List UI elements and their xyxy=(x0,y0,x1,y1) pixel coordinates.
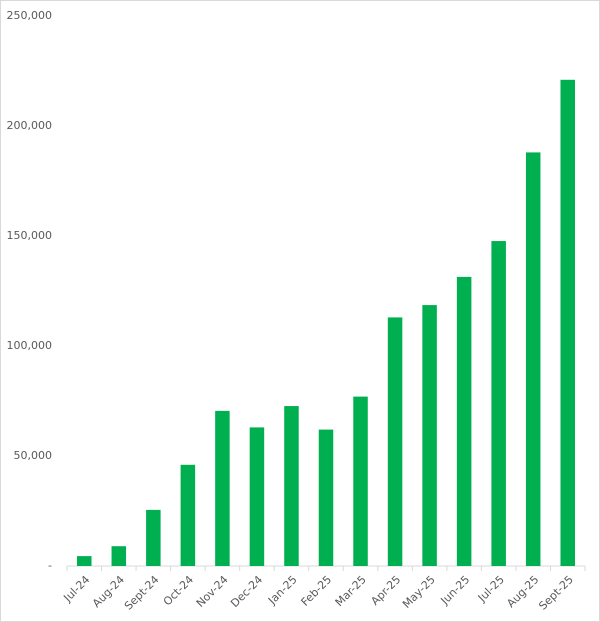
bar xyxy=(284,406,299,566)
bar xyxy=(525,152,541,566)
bar xyxy=(111,546,127,566)
y-tick-label: - xyxy=(48,559,52,572)
bar xyxy=(77,556,92,566)
y-tick-label: 150,000 xyxy=(7,229,53,242)
bar xyxy=(353,396,368,566)
y-tick-label: 100,000 xyxy=(7,339,53,352)
bar xyxy=(491,241,506,566)
bar xyxy=(456,276,472,566)
bar xyxy=(560,79,575,567)
bar xyxy=(387,317,403,566)
bar xyxy=(249,427,265,566)
y-tick-label: 200,000 xyxy=(7,119,53,132)
y-tick-label: 50,000 xyxy=(14,449,53,462)
bar xyxy=(318,429,334,566)
bar xyxy=(215,410,230,566)
y-tick-label: 250,000 xyxy=(7,9,53,22)
bar xyxy=(180,464,196,566)
bar xyxy=(422,305,437,566)
bar xyxy=(146,509,161,566)
